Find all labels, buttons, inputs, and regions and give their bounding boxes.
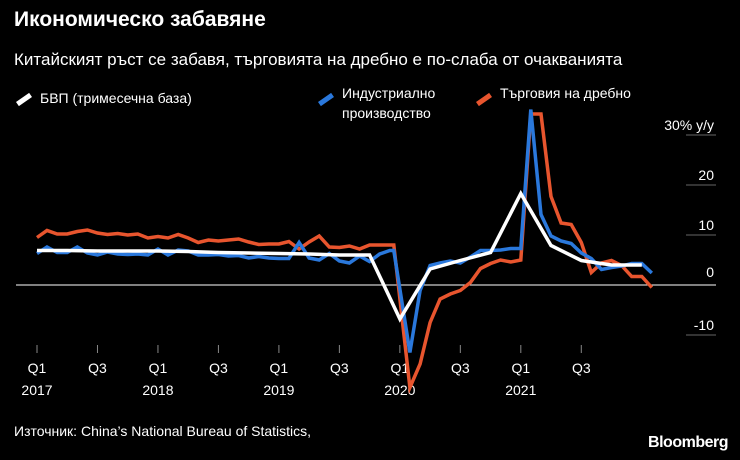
y-tick-label: 20 [698, 167, 714, 183]
series-line-2 [37, 189, 642, 323]
x-year-label: 2019 [263, 382, 294, 398]
legend-label-industrial: Индустриално производство [342, 85, 436, 121]
chart-title: Икономическо забавяне [14, 8, 266, 31]
bloomberg-logo: Bloomberg [648, 434, 728, 451]
y-tick-label: -10 [694, 317, 714, 333]
x-tick-label: Q1 [511, 360, 530, 376]
x-tick-label: Q3 [330, 360, 349, 376]
legend-label-retail: Търговия на дребно [500, 85, 631, 101]
x-tick-label: Q1 [391, 360, 410, 376]
y-tick-label: 0 [706, 264, 714, 280]
y-tick-label: 30% y/y [664, 117, 714, 133]
legend-label-gdp: БВП (тримесечна база) [40, 90, 192, 106]
series-line-1 [36, 109, 654, 353]
y-tick-label: 10 [698, 217, 714, 233]
x-tick-label: Q3 [451, 360, 470, 376]
x-year-label: 2017 [21, 382, 52, 398]
x-year-label: 2018 [142, 382, 173, 398]
chart-subtitle: Китайският ръст се забавя, търговията на… [14, 50, 623, 69]
source-note: Източник: China’s National Bureau of Sta… [14, 423, 312, 439]
x-tick-label: Q1 [149, 360, 168, 376]
x-tick-label: Q1 [270, 360, 289, 376]
series-line-0 [35, 112, 654, 395]
x-tick-label: Q3 [88, 360, 107, 376]
x-year-label: 2020 [384, 382, 415, 398]
x-year-label: 2021 [505, 382, 536, 398]
x-tick-label: Q1 [28, 360, 47, 376]
x-tick-label: Q3 [572, 360, 591, 376]
x-tick-label: Q3 [209, 360, 228, 376]
